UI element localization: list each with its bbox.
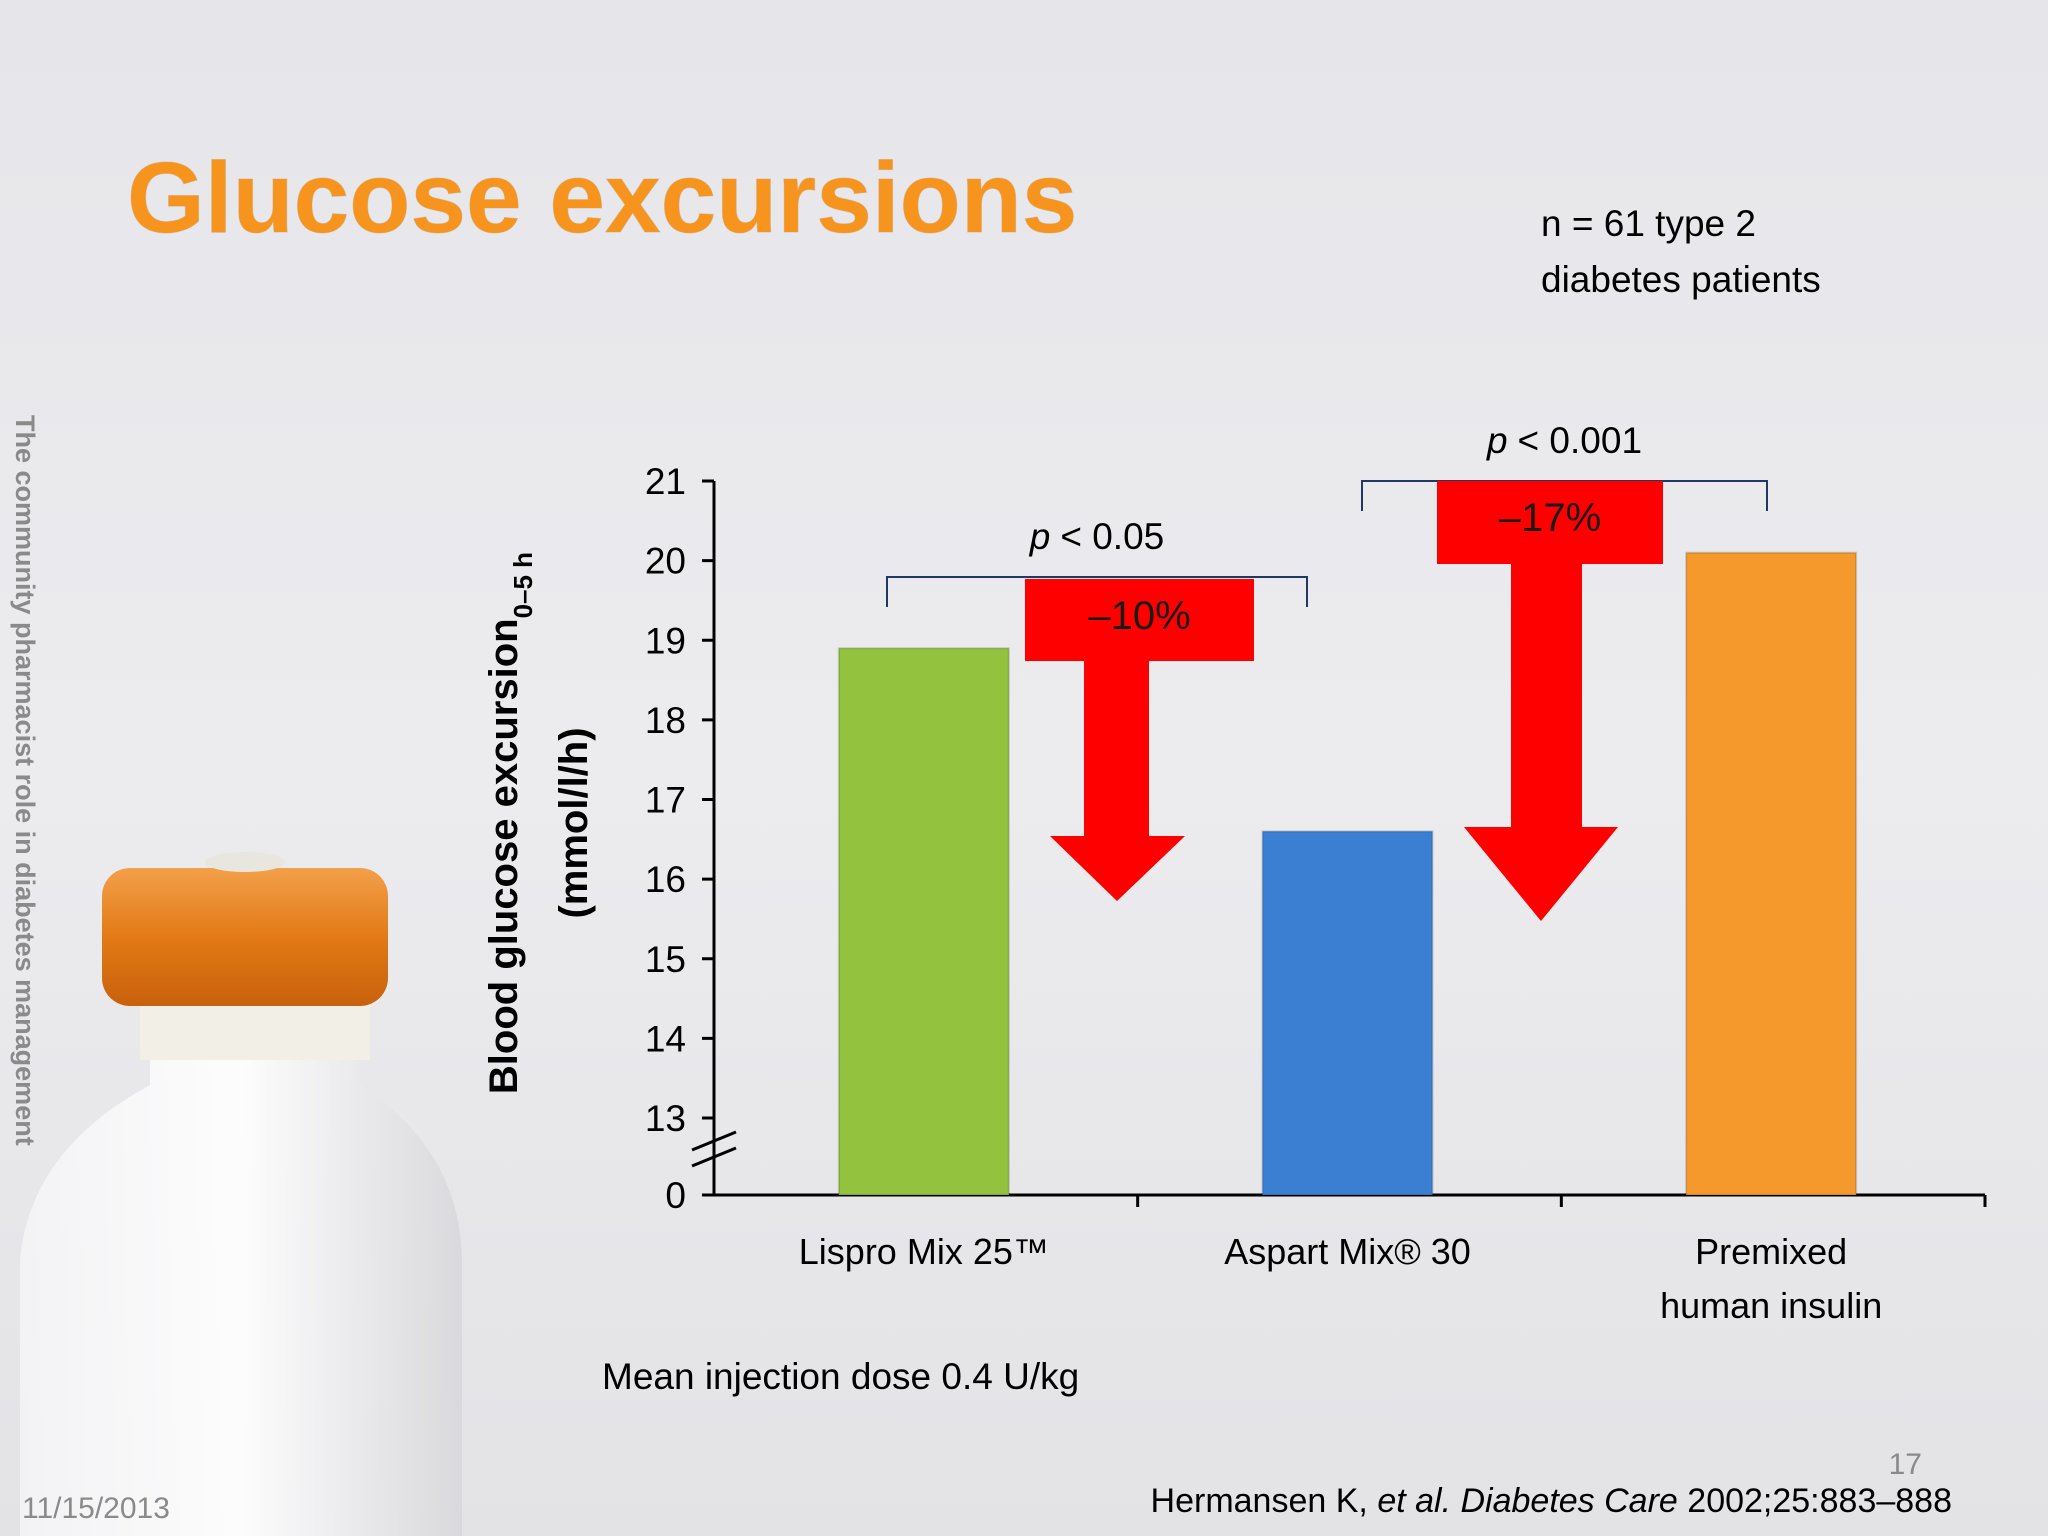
- y-tick-label: 17: [645, 780, 686, 821]
- page-number: 17: [1888, 1448, 1922, 1481]
- change-label: –10%: [1088, 594, 1190, 638]
- change-box: [1025, 579, 1254, 661]
- y-tick-label: 0: [665, 1175, 686, 1216]
- axis-break: [691, 1146, 737, 1168]
- x-tick-label: Lispro Mix 25™: [798, 1231, 1049, 1272]
- axis-break: [691, 1130, 737, 1152]
- y-tick-label: 16: [645, 859, 686, 900]
- p-value: p < 0.001: [1486, 420, 1642, 461]
- subtitle: n = 61 type 2 diabetes patients: [1541, 203, 1821, 300]
- bottle: [20, 852, 462, 1536]
- p-symbol: p: [1029, 516, 1051, 557]
- x-tick-label: Aspart Mix® 30: [1224, 1231, 1471, 1272]
- bar: [837, 647, 1010, 1196]
- p-text: < 0.001: [1518, 420, 1642, 461]
- y-tick-label: 18: [645, 700, 686, 741]
- y-tick-label: 15: [645, 939, 686, 980]
- citation-journal: Diabetes Care: [1460, 1482, 1678, 1520]
- y-tick-label: 21: [645, 461, 686, 502]
- change-arrow: [1464, 564, 1618, 921]
- y-axis-label: Blood glucose excursion0–5 h: [482, 552, 538, 1094]
- p-value: p < 0.05: [1029, 516, 1164, 557]
- y-tick-label: 13: [645, 1098, 686, 1139]
- citation: Hermansen K, et al. Diabetes Care 2002;2…: [1151, 1482, 1952, 1521]
- date: 11/15/2013: [22, 1492, 170, 1525]
- y-tick-label: 14: [645, 1018, 686, 1059]
- y-label-main: Blood glucose excursion: [482, 618, 526, 1094]
- citation-ref: 2002;25:883–888: [1687, 1482, 1952, 1520]
- y-tick-label: 20: [645, 541, 686, 582]
- bar: [1685, 551, 1858, 1196]
- citation-etal: et al.: [1377, 1482, 1452, 1520]
- y-tick-label: 19: [645, 620, 686, 661]
- slide-title: Glucose excursions: [127, 142, 1077, 254]
- change-label: –17%: [1499, 496, 1601, 540]
- change-arrow: [1050, 661, 1185, 901]
- y-label-subscript: 0–5 h: [508, 552, 538, 619]
- sidebar: The community pharmacist role in diabete…: [10, 415, 40, 1146]
- change-box: [1437, 481, 1663, 564]
- note: Mean injection dose 0.4 U/kg: [602, 1356, 1080, 1397]
- bar: [1261, 830, 1434, 1196]
- significance-bracket: [886, 576, 1308, 607]
- citation-author: Hermansen K,: [1150, 1482, 1368, 1520]
- p-text: < 0.05: [1060, 516, 1164, 557]
- p-symbol: p: [1486, 420, 1508, 461]
- y-axis-unit: (mmol/l/h): [552, 727, 596, 918]
- x-tick-label: Premixed human insulin: [1660, 1231, 1883, 1326]
